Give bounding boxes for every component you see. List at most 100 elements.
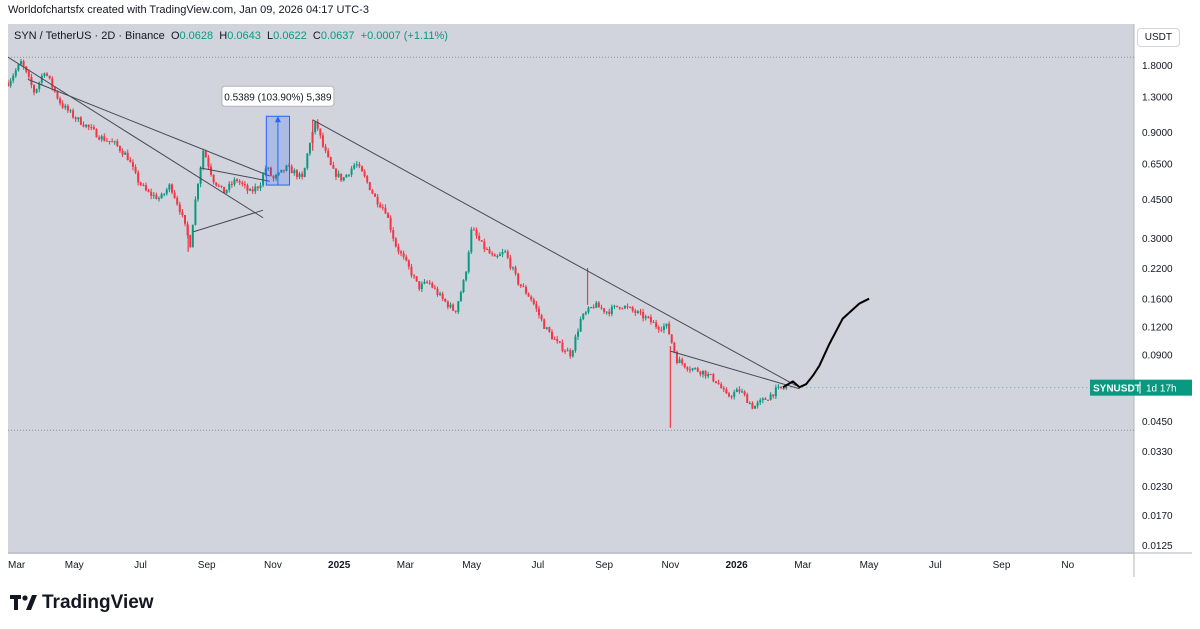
candle-body (124, 152, 127, 155)
candle-body (33, 85, 36, 93)
plot-area (8, 24, 1134, 577)
candle-body (433, 287, 436, 289)
candle-body (314, 121, 317, 133)
candle-body (35, 89, 38, 93)
measure-label-box (221, 85, 335, 107)
close-label: C (312, 30, 321, 42)
candle-body (90, 127, 93, 129)
candle-body (551, 331, 554, 339)
candle-body (61, 103, 64, 108)
x-tick-label: Nov (264, 560, 282, 571)
candle-body (707, 374, 710, 377)
candle-body (618, 306, 621, 309)
candle-body (498, 254, 501, 257)
tradingview-wordmark: TradingView (42, 592, 154, 613)
candle-body (566, 350, 569, 352)
candle-body (290, 166, 293, 174)
x-tick-label: Jul (929, 560, 942, 571)
candle-body (774, 387, 777, 397)
candle-body (439, 293, 442, 295)
candle-body (53, 87, 56, 92)
candle-body (259, 185, 262, 189)
candle-body (368, 182, 371, 191)
open-value: 0.0628 (179, 30, 214, 42)
candle-body (92, 127, 95, 130)
candle-body (22, 61, 25, 67)
candle-body (746, 394, 749, 404)
candle-body (79, 117, 82, 125)
candle-body (256, 186, 259, 189)
candle-body (756, 402, 759, 406)
candle-body (324, 146, 327, 151)
candle-body (524, 286, 527, 294)
candle-body (772, 394, 775, 397)
tradingview-logo[interactable]: TradingView (10, 592, 154, 614)
candle-body (616, 305, 619, 307)
candle-body (173, 192, 176, 198)
price-tag-countdown: 1d 17h (1146, 384, 1177, 395)
candle-body (340, 173, 343, 181)
candle-body (683, 363, 686, 368)
candle-body (264, 168, 267, 175)
candle-body (66, 105, 69, 111)
candle-body (483, 241, 486, 250)
candle-body (548, 327, 551, 332)
candle-body (470, 229, 473, 253)
candle-body (131, 162, 134, 167)
symbol-info-bar: SYN / TetherUS · 2D · Binance O0.0628 H0… (14, 30, 448, 42)
trend-line (199, 167, 270, 182)
candle-body (610, 306, 613, 314)
candle-body (530, 296, 533, 300)
y-tick-label: 0.0330 (1142, 447, 1173, 458)
candle-body (418, 281, 421, 290)
candle-body (485, 249, 488, 251)
y-tick-label: 0.4500 (1142, 195, 1173, 206)
price-chart[interactable]: 2.40001.80001.30000.90000.65000.45000.30… (8, 24, 1192, 577)
candle-body (511, 267, 514, 269)
candle-body (137, 172, 140, 183)
candle-body (504, 251, 507, 253)
candle-body (38, 82, 41, 90)
candle-body (634, 310, 637, 313)
candle-body (540, 315, 543, 320)
candle-body (374, 193, 377, 197)
trend-line (193, 209, 264, 233)
candle-body (360, 166, 363, 172)
symbol-title[interactable]: SYN / TetherUS · 2D · Binance (14, 30, 165, 42)
candle-body (564, 350, 567, 352)
x-tick-label: Sep (198, 560, 216, 571)
y-tick-label: 1.3000 (1142, 92, 1173, 103)
candle-body (82, 124, 85, 127)
candle-body (280, 169, 283, 173)
candle-body (191, 224, 194, 248)
candle-body (321, 135, 324, 147)
candle-body (535, 303, 538, 309)
x-tick-label: Nov (661, 560, 679, 571)
candle-body (95, 129, 98, 138)
candle-body (74, 117, 77, 120)
chart-pane[interactable]: 2.40001.80001.30000.90000.65000.45000.30… (8, 24, 1192, 577)
candle-body (316, 121, 319, 129)
candle-body (163, 193, 166, 195)
candle-body (652, 322, 655, 324)
candle-body (670, 334, 673, 343)
candle-body (295, 170, 298, 178)
candle-body (712, 374, 715, 382)
candle-body (545, 327, 548, 329)
candle-body (241, 182, 244, 185)
currency-button[interactable]: USDT (1136, 28, 1180, 47)
candle-body (454, 310, 457, 312)
high-value: 0.0643 (227, 30, 261, 42)
candle-body (384, 207, 387, 214)
candle-body (446, 301, 449, 308)
candle-body (217, 185, 220, 187)
candle-body (509, 257, 512, 268)
candle-body (603, 308, 606, 312)
x-tick-label: May (65, 560, 84, 571)
candle-body (77, 117, 80, 120)
candle-body (699, 371, 702, 375)
y-tick-label: 0.0900 (1142, 350, 1173, 361)
candle-body (51, 78, 54, 88)
y-tick-label: 0.0450 (1142, 417, 1173, 428)
candle-body (251, 189, 254, 192)
